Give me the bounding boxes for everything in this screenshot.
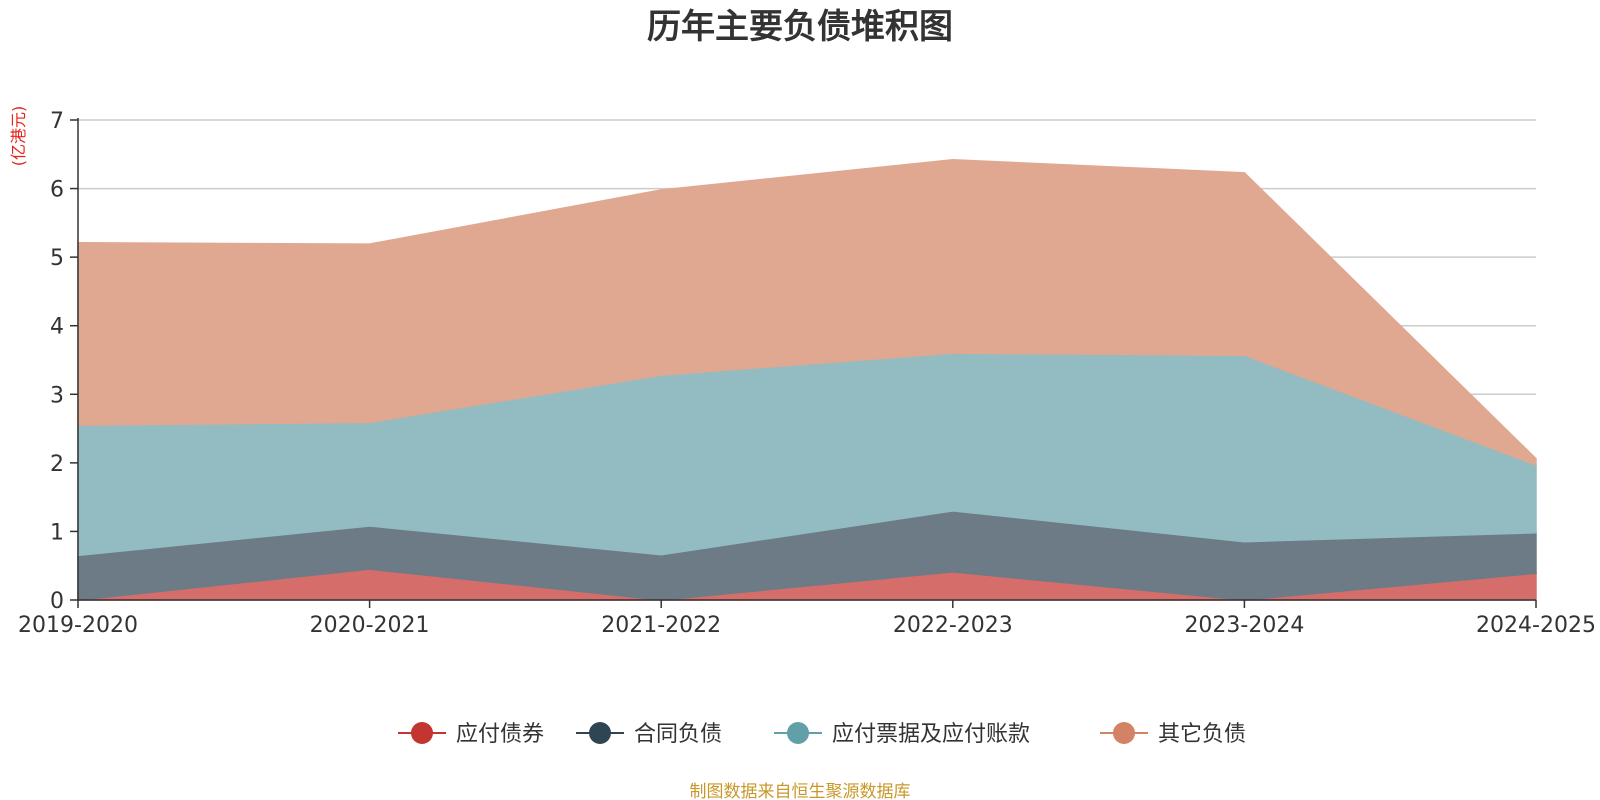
- legend-item: 其它负债: [1100, 722, 1246, 747]
- x-tick-label: 2020-2021: [310, 613, 430, 638]
- legend-item: 应付债券: [398, 722, 544, 747]
- legend-marker: [787, 722, 809, 744]
- x-tick-label: 2024-2025: [1476, 613, 1596, 638]
- area-series: [77, 159, 1537, 601]
- legend-label: 应付票据及应付账款: [832, 722, 1030, 747]
- legend: 应付债券 合同负债 应付票据及应付账款 其它负债: [398, 722, 1246, 747]
- y-axis-unit: (亿港元): [9, 106, 28, 167]
- legend-item: 应付票据及应付账款: [774, 722, 1030, 747]
- y-tick-label: 1: [50, 520, 64, 545]
- y-tick-label: 6: [50, 178, 64, 203]
- x-tick-label: 2019-2020: [18, 613, 138, 638]
- legend-marker: [589, 722, 611, 744]
- y-tick-label: 2: [50, 452, 64, 477]
- y-tick-label: 5: [50, 246, 64, 271]
- legend-label: 应付债券: [456, 722, 544, 747]
- y-axis-ticks: 0 1 2 3 4 5 6 7: [50, 109, 78, 614]
- x-tick-label: 2022-2023: [893, 613, 1013, 638]
- legend-marker: [1113, 722, 1135, 744]
- legend-item: 合同负债: [576, 722, 722, 747]
- y-tick-label: 4: [50, 315, 64, 340]
- axes: [77, 118, 1536, 601]
- area-其它负债: [77, 159, 1537, 466]
- y-tick-label: 7: [50, 109, 64, 134]
- legend-label: 合同负债: [634, 722, 722, 747]
- source-note: 制图数据来自恒生聚源数据库: [690, 782, 911, 800]
- chart-title: 历年主要负债堆积图: [647, 7, 953, 47]
- x-tick-label: 2023-2024: [1184, 613, 1304, 638]
- y-tick-label: 0: [50, 589, 64, 614]
- legend-marker: [411, 722, 433, 744]
- x-axis-ticks: 2019-2020 2020-2021 2021-2022 2022-2023 2023…: [18, 600, 1596, 638]
- y-tick-label: 3: [50, 383, 64, 408]
- x-tick-label: 2021-2022: [601, 613, 721, 638]
- legend-label: 其它负债: [1158, 722, 1246, 747]
